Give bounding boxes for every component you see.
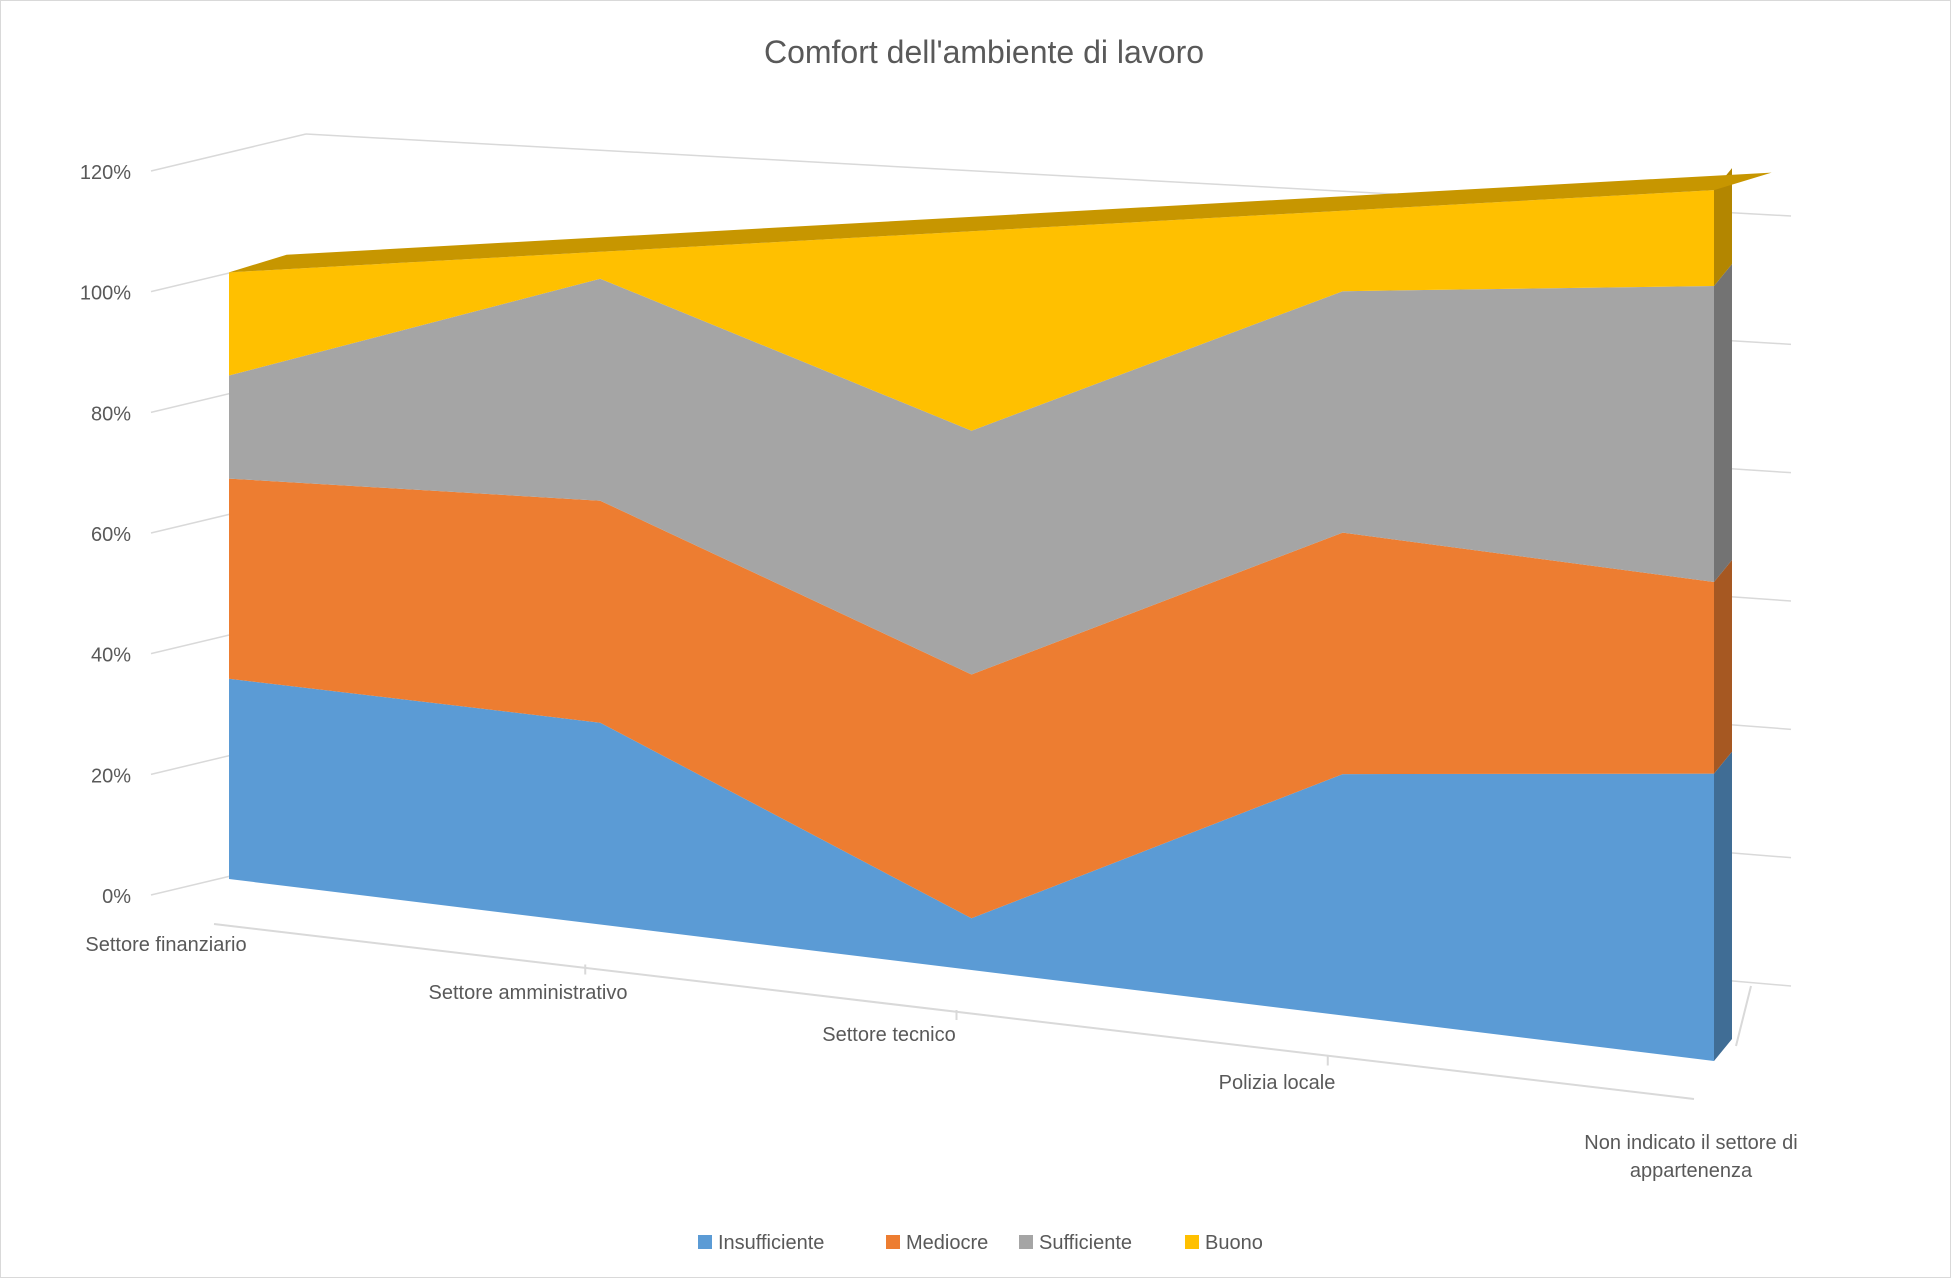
area-buono bbox=[229, 190, 1714, 431]
area-sufficiente bbox=[229, 278, 1714, 675]
y-tick-label: 100% bbox=[80, 283, 131, 305]
x-axis-labels: Settore finanziario Settore amministrativ… bbox=[85, 934, 1797, 1182]
x-tick-label: Settore finanziario bbox=[85, 934, 246, 956]
area-side-sufficiente bbox=[1714, 263, 1732, 583]
x-tick-label: Settore tecnico bbox=[822, 1024, 955, 1046]
x-axis-end bbox=[1735, 985, 1752, 1047]
y-tick-label: 60% bbox=[91, 524, 131, 546]
x-tick-label: Polizia locale bbox=[1219, 1072, 1336, 1094]
legend-label: Insufficiente bbox=[718, 1232, 824, 1254]
legend-swatch bbox=[1185, 1235, 1199, 1249]
chart-title: Comfort dell'ambiente di lavoro bbox=[764, 34, 1204, 70]
legend: Insufficiente Mediocre Sufficiente Buono bbox=[698, 1232, 1263, 1254]
area-top-buono bbox=[229, 172, 1772, 273]
legend-label: Mediocre bbox=[906, 1232, 988, 1254]
legend-swatch bbox=[1019, 1235, 1033, 1249]
legend-swatch bbox=[698, 1235, 712, 1249]
axes bbox=[213, 923, 1752, 1100]
y-tick-label: 20% bbox=[91, 765, 131, 787]
x-axis-line bbox=[213, 923, 1695, 1100]
area-mediocre bbox=[229, 478, 1714, 919]
area-side-mediocre bbox=[1714, 560, 1732, 774]
x-tick-label: appartenenza bbox=[1630, 1160, 1753, 1182]
area-insufficiente bbox=[229, 678, 1714, 1061]
x-tick-label: Settore amministrativo bbox=[429, 982, 628, 1004]
area-side-insufficiente bbox=[1714, 751, 1732, 1061]
y-tick-label: 40% bbox=[91, 645, 131, 667]
y-axis-labels: 0% 20% 40% 60% 80% 100% 120% bbox=[80, 162, 131, 908]
y-tick-label: 120% bbox=[80, 162, 131, 184]
legend-swatch bbox=[886, 1235, 900, 1249]
y-tick-label: 80% bbox=[91, 403, 131, 425]
area-side-buono bbox=[1714, 168, 1732, 286]
side-gridline bbox=[150, 133, 307, 172]
x-tick-label: Non indicato il settore di bbox=[1584, 1132, 1797, 1154]
legend-label: Buono bbox=[1205, 1232, 1263, 1254]
legend-label: Sufficiente bbox=[1039, 1232, 1132, 1254]
y-tick-label: 0% bbox=[102, 886, 131, 908]
plot-area bbox=[229, 168, 1772, 1061]
